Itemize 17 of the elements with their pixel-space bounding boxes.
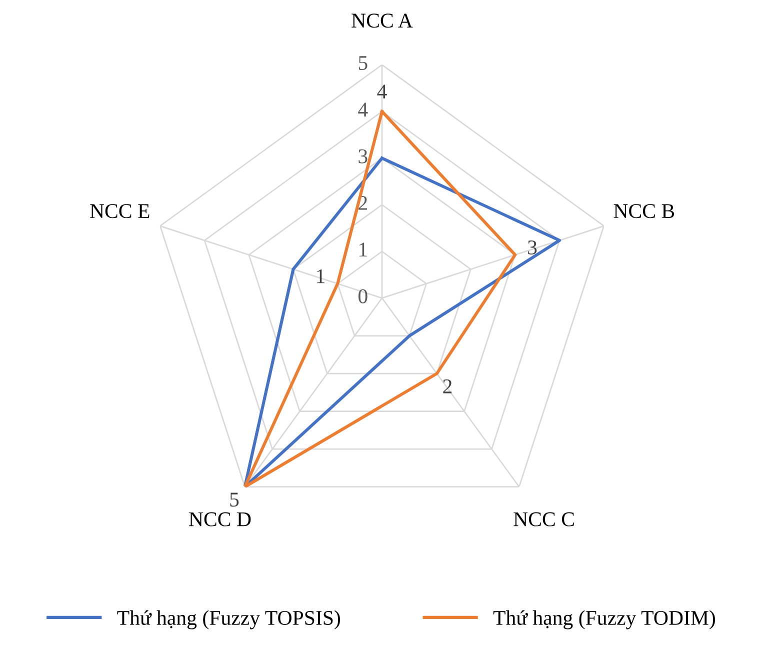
y-tick-label: 0 xyxy=(358,289,368,304)
spoke-label: NCC A xyxy=(352,14,413,28)
spoke-label: NCC B xyxy=(614,204,674,218)
spoke-label: NCC C xyxy=(514,512,574,526)
y-tick-label: 5 xyxy=(358,56,368,70)
spoke-label: NCC D xyxy=(189,512,251,526)
data-label: 1 xyxy=(317,269,324,284)
data-label: 3 xyxy=(528,240,537,254)
y-tick-label: 3 xyxy=(358,149,368,164)
y-tick-label: 1 xyxy=(360,242,367,256)
data-label: 2 xyxy=(443,379,452,394)
legend-label: Thứ hạng (Fuzzy TODIM) xyxy=(493,610,715,630)
spoke-label: NCC E xyxy=(90,204,150,218)
y-tick-label: 4 xyxy=(358,102,368,116)
data-label: 4 xyxy=(377,84,387,98)
legend-label: Thứ hạng (Fuzzy TOPSIS) xyxy=(117,610,340,630)
data-label: 5 xyxy=(230,492,239,507)
